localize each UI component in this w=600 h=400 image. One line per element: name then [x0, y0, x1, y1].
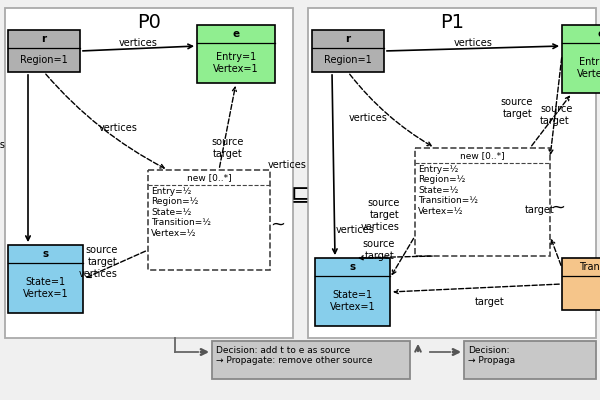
- Bar: [197, 25, 275, 83]
- Text: s: s: [349, 262, 356, 272]
- Text: Entry=½
Region=½
State=½
Transition=½
Vertex=½: Entry=½ Region=½ State=½ Transition=½ Ve…: [418, 165, 478, 216]
- Text: vertices: vertices: [0, 140, 6, 150]
- Bar: [315, 258, 390, 326]
- Text: Decision:
→ Propaga: Decision: → Propaga: [468, 346, 515, 366]
- Bar: [415, 148, 550, 256]
- Text: source
target: source target: [212, 137, 244, 159]
- Bar: [562, 25, 600, 93]
- Text: source
target
vertices: source target vertices: [79, 245, 118, 278]
- Text: s: s: [43, 249, 49, 259]
- Text: vertices: vertices: [336, 225, 375, 235]
- Text: vertices: vertices: [268, 160, 307, 170]
- Text: State=1
Vertex=1: State=1 Vertex=1: [329, 290, 376, 312]
- Bar: [562, 258, 600, 310]
- Text: source
target: source target: [540, 104, 572, 126]
- Text: ~: ~: [271, 216, 286, 234]
- Text: new [0..*]: new [0..*]: [187, 173, 232, 182]
- Text: Entry=1
Vertex=1: Entry=1 Vertex=1: [213, 52, 259, 74]
- Bar: [308, 8, 596, 338]
- Text: vertices: vertices: [98, 123, 137, 133]
- Text: e: e: [232, 29, 239, 39]
- Text: source
target: source target: [500, 97, 533, 119]
- Text: vertices: vertices: [349, 113, 388, 123]
- Bar: [312, 30, 384, 72]
- Bar: [8, 30, 80, 72]
- Text: ~: ~: [551, 199, 566, 217]
- Bar: [212, 341, 410, 379]
- Text: Entry=½
Region=½
State=½
Transition=½
Vertex=½: Entry=½ Region=½ State=½ Transition=½ Ve…: [151, 187, 211, 238]
- Bar: [464, 341, 596, 379]
- Bar: [148, 170, 270, 270]
- Text: source
target: source target: [362, 239, 395, 261]
- Text: target: target: [525, 205, 555, 215]
- Text: Decision: add t to e as source
→ Propagate: remove other source: Decision: add t to e as source → Propaga…: [216, 346, 373, 366]
- Bar: [5, 8, 293, 338]
- Text: Region=1: Region=1: [20, 55, 68, 65]
- Text: Region=1: Region=1: [324, 55, 372, 65]
- Text: source
target
vertices: source target vertices: [361, 198, 400, 232]
- Text: P0: P0: [137, 12, 161, 32]
- Text: r: r: [41, 34, 47, 44]
- Text: target: target: [475, 297, 505, 307]
- Text: Entry=½
Vertex=½: Entry=½ Vertex=½: [577, 57, 600, 79]
- Text: new [0..*]: new [0..*]: [460, 151, 505, 160]
- Text: r: r: [346, 34, 350, 44]
- Text: vertices: vertices: [119, 38, 157, 48]
- Text: e: e: [598, 29, 600, 39]
- Text: vertices: vertices: [454, 38, 493, 48]
- Text: Trans: Trans: [579, 262, 600, 272]
- Text: State=1
Vertex=1: State=1 Vertex=1: [23, 277, 68, 299]
- Text: P1: P1: [440, 12, 464, 32]
- Bar: [8, 245, 83, 313]
- Text: ⊑: ⊑: [290, 185, 310, 205]
